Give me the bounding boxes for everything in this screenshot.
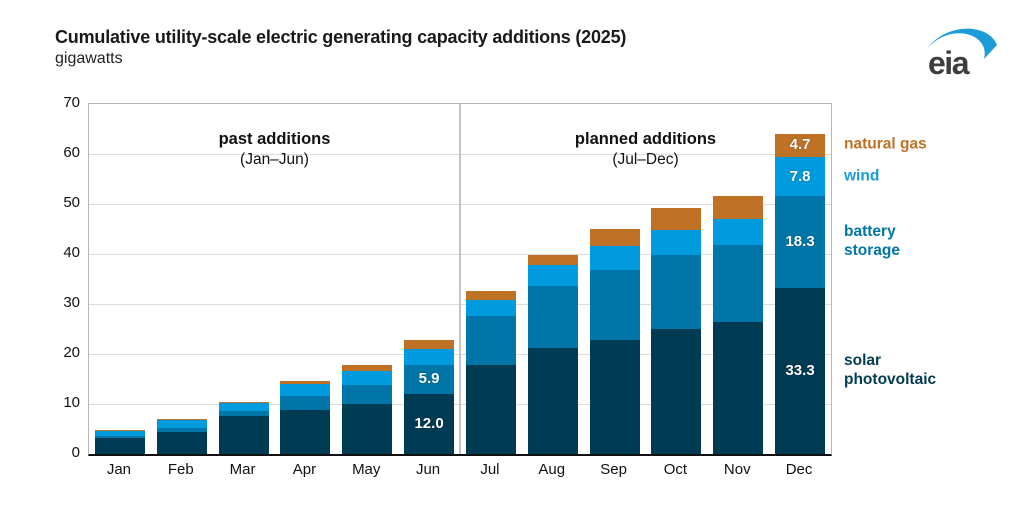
- legend-label-solar-photovoltaic-line-1: solar: [844, 351, 882, 369]
- y-tick-10: 10: [63, 394, 80, 411]
- legend-label-battery-storage: battery storage: [844, 222, 900, 260]
- bar-segment-sep-battery-storage: [589, 269, 640, 340]
- past-planned-divider-line: [459, 104, 461, 454]
- bar-segment-apr-solar-photovoltaic: [280, 409, 331, 454]
- y-tick-30: 30: [63, 294, 80, 311]
- bar-segment-aug-battery-storage: [527, 286, 578, 348]
- bar-segment-aug-wind: [527, 265, 578, 286]
- bar-segment-jul-wind: [465, 299, 516, 316]
- x-label-apr: Apr: [292, 461, 317, 478]
- bar-segment-jan-battery-storage: [94, 436, 145, 438]
- bar-segment-jun-wind: [404, 348, 455, 365]
- bar-value-dec-natural-gas: 4.7: [789, 136, 811, 154]
- x-label-jan: Jan: [106, 461, 131, 478]
- bar-segment-may-solar-photovoltaic: [342, 404, 393, 454]
- bar-segment-jun-solar-photovoltaic: [404, 394, 455, 454]
- eia-logo-text: eia: [928, 45, 970, 81]
- legend-label-battery-storage-line-1: battery: [844, 222, 896, 240]
- legend-label-solar-photovoltaic: solar photovoltaic: [844, 351, 936, 389]
- bar-segment-nov-natural-gas: [713, 196, 764, 219]
- x-label-dec: Dec: [785, 461, 813, 478]
- axis-units-label: gigawatts: [55, 50, 123, 67]
- annotation-sub-past-additions: (Jan–Jun): [240, 151, 309, 168]
- bar-segment-dec-solar-photovoltaic: [775, 287, 826, 454]
- bar-segment-mar-battery-storage: [218, 411, 269, 416]
- x-label-oct: Oct: [663, 461, 688, 478]
- bar-segment-jan-solar-photovoltaic: [94, 438, 145, 454]
- bar-segment-mar-solar-photovoltaic: [218, 416, 269, 454]
- legend-label-wind-line-1: wind: [844, 167, 880, 184]
- legend-label-solar-photovoltaic-line-2: photovoltaic: [844, 370, 937, 388]
- x-label-nov: Nov: [723, 461, 751, 478]
- annotation-past-additions: past additions (Jan–Jun): [219, 130, 331, 169]
- bar-segment-apr-wind: [280, 383, 331, 396]
- bar-segment-apr-natural-gas: [280, 381, 331, 384]
- bar-segment-sep-natural-gas: [589, 228, 640, 246]
- legend-label-natural-gas-line-1: natural gas: [844, 135, 927, 153]
- bar-segment-jul-natural-gas: [465, 290, 516, 300]
- bar-segment-may-wind: [342, 371, 393, 385]
- legend-label-natural-gas: natural gas: [844, 135, 927, 154]
- bar-segment-jun-battery-storage: [404, 364, 455, 394]
- y-tick-60: 60: [63, 144, 80, 161]
- bar-value-dec-wind: 7.8: [789, 167, 811, 185]
- legend-label-battery-storage-line-2: storage: [844, 241, 900, 259]
- annotation-planned-additions: planned additions (Jul–Dec): [575, 130, 716, 169]
- eia-logo: eia: [920, 22, 1004, 82]
- plot-area: past additions (Jan–Jun) planned additions…: [88, 103, 832, 456]
- bar-segment-sep-wind: [589, 246, 640, 270]
- annotation-sub-planned-additions: (Jul–Dec): [612, 151, 679, 168]
- y-tick-40: 40: [63, 244, 80, 261]
- eia-logo-graphic: eia: [926, 28, 997, 81]
- bar-segment-jul-solar-photovoltaic: [465, 364, 516, 454]
- x-label-mar: Mar: [229, 461, 256, 478]
- y-tick-50: 50: [63, 194, 80, 211]
- bar-segment-mar-natural-gas: [218, 401, 269, 403]
- bar-segment-feb-battery-storage: [156, 427, 207, 432]
- x-label-jun: Jun: [415, 461, 441, 478]
- bar-segment-sep-solar-photovoltaic: [589, 339, 640, 454]
- bar-segment-jul-battery-storage: [465, 316, 516, 365]
- bar-segment-aug-solar-photovoltaic: [527, 348, 578, 454]
- annotation-title-past-additions: past additions: [218, 130, 331, 148]
- legend-label-wind: wind: [844, 166, 879, 185]
- bar-segment-may-battery-storage: [342, 384, 393, 404]
- bar-segment-jan-wind: [94, 430, 145, 436]
- bar-segment-oct-battery-storage: [651, 255, 702, 329]
- bar-value-dec-solar-photovoltaic: 33.3: [785, 361, 815, 379]
- bar-segment-oct-solar-photovoltaic: [651, 329, 702, 454]
- eia-swoosh-icon: [926, 28, 997, 59]
- x-label-jul: Jul: [480, 461, 500, 478]
- bar-segment-jun-natural-gas: [404, 339, 455, 349]
- bar-segment-nov-battery-storage: [713, 245, 764, 322]
- page-title: Cumulative utility-scale electric genera…: [55, 27, 627, 47]
- bar-segment-nov-solar-photovoltaic: [713, 322, 764, 454]
- bar-value-jun-solar-photovoltaic: 12.0: [414, 415, 444, 432]
- bar-value-jun-battery-storage: 5.9: [418, 370, 440, 388]
- bar-segment-oct-wind: [651, 230, 702, 255]
- bar-segment-dec-wind: [775, 157, 826, 196]
- annotation-title-planned-additions: planned additions: [574, 130, 717, 148]
- y-tick-20: 20: [63, 344, 80, 361]
- y-tick-0: 0: [71, 444, 80, 461]
- bar-value-dec-battery-storage: 18.3: [785, 232, 815, 250]
- bar-segment-may-natural-gas: [342, 364, 393, 371]
- bar-segment-feb-wind: [156, 419, 207, 428]
- bar-segment-nov-wind: [713, 218, 764, 245]
- bar-segment-mar-wind: [218, 402, 269, 411]
- x-label-aug: Aug: [538, 461, 566, 478]
- bar-segment-jan-natural-gas: [94, 429, 145, 430]
- bar-segment-oct-natural-gas: [651, 208, 702, 230]
- x-label-may: May: [352, 461, 381, 478]
- x-label-sep: Sep: [600, 461, 627, 478]
- x-label-feb: Feb: [167, 461, 194, 478]
- bar-segment-apr-battery-storage: [280, 396, 331, 410]
- bar-segment-aug-natural-gas: [527, 254, 578, 265]
- bar-segment-dec-natural-gas: [775, 133, 826, 157]
- y-tick-70: 70: [63, 94, 80, 111]
- bar-segment-feb-solar-photovoltaic: [156, 431, 207, 454]
- bar-segment-feb-natural-gas: [156, 418, 207, 420]
- bar-segment-dec-battery-storage: [775, 196, 826, 288]
